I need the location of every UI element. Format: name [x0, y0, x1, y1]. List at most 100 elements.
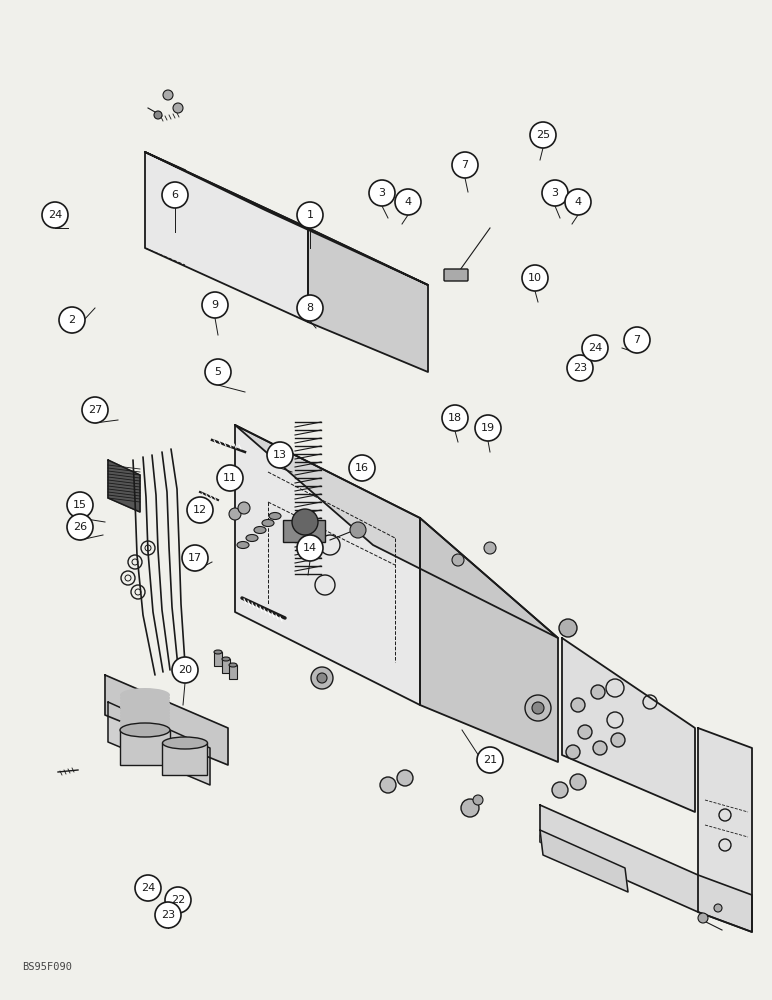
Circle shape — [67, 514, 93, 540]
Circle shape — [154, 111, 162, 119]
Circle shape — [591, 685, 605, 699]
Polygon shape — [108, 702, 210, 785]
Circle shape — [350, 522, 366, 538]
Text: 24: 24 — [587, 343, 602, 353]
Ellipse shape — [120, 703, 170, 717]
Circle shape — [571, 698, 585, 712]
Text: 11: 11 — [223, 473, 237, 483]
Circle shape — [559, 619, 577, 637]
Circle shape — [477, 747, 503, 773]
Circle shape — [165, 887, 191, 913]
Circle shape — [205, 359, 231, 385]
Text: 14: 14 — [303, 543, 317, 553]
Text: 13: 13 — [273, 450, 287, 460]
Text: 26: 26 — [73, 522, 87, 532]
Circle shape — [442, 405, 468, 431]
Circle shape — [267, 442, 293, 468]
Text: 16: 16 — [355, 463, 369, 473]
Text: 1: 1 — [306, 210, 313, 220]
Ellipse shape — [269, 512, 281, 520]
Polygon shape — [308, 228, 428, 372]
Circle shape — [484, 542, 496, 554]
Text: 10: 10 — [528, 273, 542, 283]
FancyBboxPatch shape — [120, 730, 170, 765]
Circle shape — [349, 455, 375, 481]
Text: 3: 3 — [378, 188, 385, 198]
Circle shape — [380, 777, 396, 793]
Text: 17: 17 — [188, 553, 202, 563]
Text: 9: 9 — [212, 300, 218, 310]
Circle shape — [369, 180, 395, 206]
Circle shape — [297, 535, 323, 561]
Circle shape — [714, 904, 722, 912]
Ellipse shape — [120, 697, 170, 711]
Circle shape — [452, 152, 478, 178]
Ellipse shape — [262, 520, 274, 526]
Polygon shape — [540, 805, 752, 932]
Ellipse shape — [120, 723, 170, 737]
Circle shape — [182, 545, 208, 571]
Ellipse shape — [246, 534, 258, 542]
Polygon shape — [145, 152, 428, 285]
Circle shape — [395, 189, 421, 215]
Circle shape — [582, 335, 608, 361]
Text: 4: 4 — [405, 197, 411, 207]
Text: 22: 22 — [171, 895, 185, 905]
Text: 27: 27 — [88, 405, 102, 415]
Ellipse shape — [120, 688, 170, 702]
Circle shape — [135, 875, 161, 901]
Ellipse shape — [120, 721, 170, 735]
Circle shape — [578, 725, 592, 739]
Circle shape — [475, 415, 501, 441]
Circle shape — [317, 673, 327, 683]
FancyBboxPatch shape — [444, 269, 468, 281]
Circle shape — [525, 695, 551, 721]
Ellipse shape — [120, 691, 170, 705]
Ellipse shape — [120, 694, 170, 708]
Text: BS95F090: BS95F090 — [22, 962, 72, 972]
Ellipse shape — [162, 737, 208, 749]
Circle shape — [297, 295, 323, 321]
Circle shape — [217, 465, 243, 491]
Circle shape — [397, 770, 413, 786]
Text: 24: 24 — [48, 210, 62, 220]
Ellipse shape — [120, 700, 170, 714]
Text: 7: 7 — [462, 160, 469, 170]
Circle shape — [173, 103, 183, 113]
Circle shape — [452, 554, 464, 566]
Circle shape — [522, 265, 548, 291]
Ellipse shape — [120, 718, 170, 732]
Circle shape — [567, 355, 593, 381]
Polygon shape — [235, 425, 420, 705]
Text: 3: 3 — [551, 188, 558, 198]
Circle shape — [42, 202, 68, 228]
Circle shape — [611, 733, 625, 747]
Text: 15: 15 — [73, 500, 87, 510]
Ellipse shape — [120, 706, 170, 720]
Ellipse shape — [120, 715, 170, 729]
Ellipse shape — [120, 709, 170, 723]
Polygon shape — [145, 152, 308, 322]
Text: 18: 18 — [448, 413, 462, 423]
FancyBboxPatch shape — [222, 659, 230, 673]
Circle shape — [542, 180, 568, 206]
Polygon shape — [562, 638, 695, 812]
Ellipse shape — [237, 542, 249, 548]
Circle shape — [593, 741, 607, 755]
Text: 6: 6 — [171, 190, 178, 200]
Polygon shape — [108, 460, 140, 512]
Polygon shape — [698, 728, 752, 932]
Circle shape — [162, 182, 188, 208]
Text: 25: 25 — [536, 130, 550, 140]
Ellipse shape — [229, 663, 237, 667]
Ellipse shape — [120, 712, 170, 726]
Circle shape — [565, 189, 591, 215]
Text: 4: 4 — [574, 197, 581, 207]
Circle shape — [570, 774, 586, 790]
Polygon shape — [540, 830, 628, 892]
Circle shape — [698, 913, 708, 923]
Text: 2: 2 — [69, 315, 76, 325]
Polygon shape — [105, 675, 228, 765]
Circle shape — [59, 307, 85, 333]
Text: 24: 24 — [141, 883, 155, 893]
